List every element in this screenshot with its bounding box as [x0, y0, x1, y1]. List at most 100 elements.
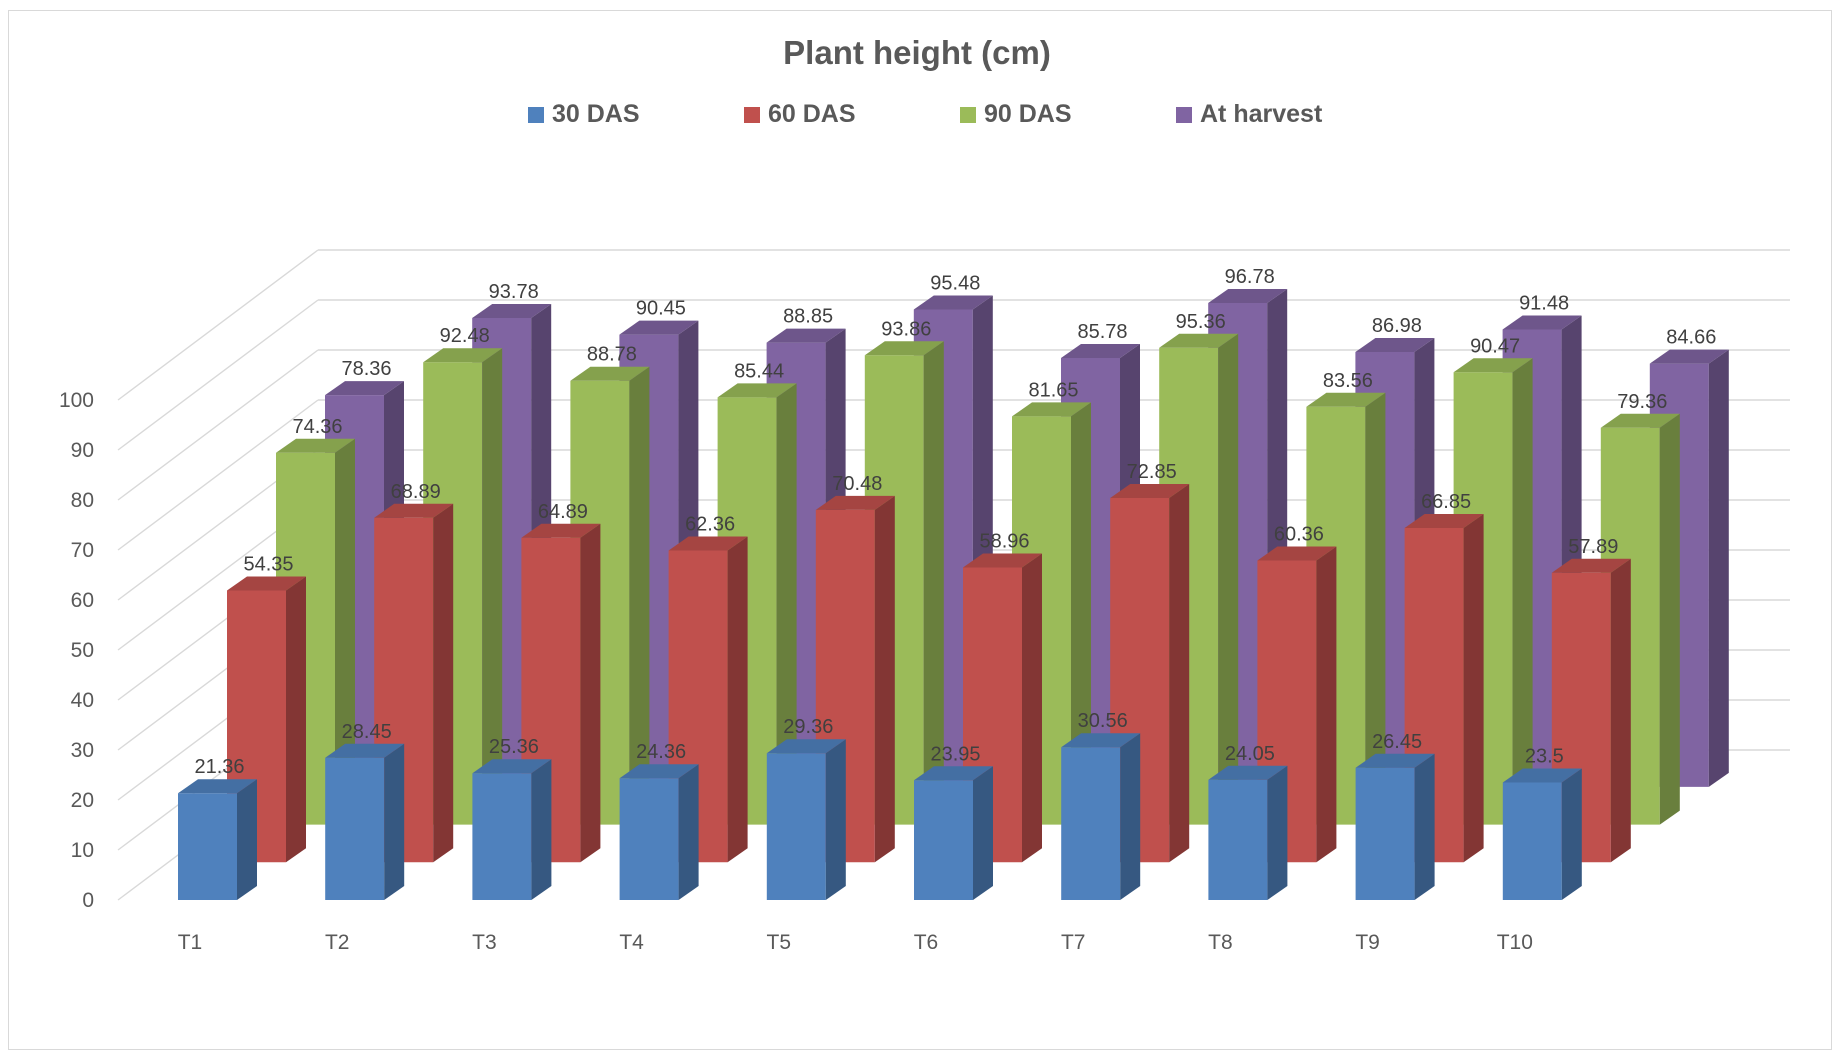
bar-top	[1649, 349, 1729, 364]
data-label: 68.89	[391, 481, 441, 503]
data-label: 30.56	[1078, 710, 1128, 732]
y-axis: 0 10 20 30 40 50 60 70 80 90 100	[59, 389, 94, 912]
data-label: 85.78	[1077, 321, 1127, 343]
bar-top	[717, 383, 797, 398]
data-label: 72.85	[1127, 461, 1177, 483]
bar-top	[1012, 402, 1091, 417]
bar-front	[619, 778, 679, 900]
y-tick-label: 80	[71, 489, 94, 512]
data-label: 79.36	[1617, 391, 1667, 413]
series-30-das	[178, 733, 1582, 900]
data-label: 78.36	[341, 358, 391, 380]
y-tick-label: 100	[59, 389, 94, 412]
bar-top	[1159, 333, 1239, 348]
bar	[1208, 765, 1288, 900]
y-tick-label: 30	[71, 739, 94, 762]
bar-top	[1208, 289, 1288, 303]
x-tick-label: T5	[767, 931, 792, 954]
bar-top	[766, 739, 846, 754]
bar	[914, 766, 993, 900]
bar-front	[1502, 782, 1562, 900]
data-labels: 78.36 93.78 90.45 88.85 95.48 85.78 96.78 86.98…	[194, 266, 1716, 778]
data-label: 21.36	[194, 756, 244, 778]
bar-top	[1502, 315, 1582, 330]
data-label: 23.95	[930, 743, 980, 765]
bar-top	[374, 503, 454, 518]
data-label: 25.36	[489, 736, 539, 758]
data-label: 95.48	[930, 273, 980, 295]
bar-top	[1208, 765, 1288, 780]
bar-side	[1022, 553, 1042, 863]
x-tick-label: T9	[1355, 931, 1380, 954]
legend-label: 90 DAS	[984, 100, 1072, 128]
data-label: 24.05	[1225, 743, 1275, 765]
y-tick-label: 50	[71, 639, 94, 662]
bar-top	[1600, 413, 1680, 428]
bar-top	[766, 328, 846, 343]
y-tick-label: 90	[71, 439, 94, 462]
bar-top	[963, 553, 1042, 568]
bar	[1355, 753, 1435, 900]
bar	[178, 779, 257, 900]
bar-side	[1120, 733, 1141, 900]
legend-swatch	[744, 106, 760, 123]
bar-top	[276, 438, 355, 453]
data-label: 60.36	[1274, 524, 1324, 546]
bar-side	[433, 503, 454, 863]
data-label: 23.5	[1525, 746, 1564, 768]
x-tick-label: T1	[178, 931, 203, 954]
legend-label: 30 DAS	[552, 100, 640, 128]
data-label: 88.85	[783, 306, 833, 328]
data-label: 86.98	[1372, 315, 1422, 337]
data-label: 57.89	[1568, 536, 1618, 558]
bar-side	[580, 523, 601, 863]
x-tick-label: T2	[325, 931, 350, 954]
data-label: 93.86	[881, 318, 931, 340]
data-label: 64.89	[538, 501, 588, 523]
data-label: 83.56	[1323, 370, 1373, 392]
legend-item: At harvest	[1176, 100, 1322, 129]
bar-front	[178, 793, 237, 900]
data-label: 85.44	[734, 360, 784, 382]
bar-top	[619, 764, 699, 779]
bar-top	[1355, 753, 1435, 768]
data-label: 81.65	[1028, 379, 1078, 401]
bar-side	[531, 759, 552, 900]
bar-top	[1453, 358, 1533, 373]
x-tick-label: T3	[472, 931, 497, 954]
bar-front	[1061, 747, 1121, 900]
bar-top	[1502, 768, 1582, 783]
bar-top	[914, 766, 993, 781]
gridline-side	[117, 299, 319, 451]
bar-top	[227, 576, 306, 591]
gridline-side	[117, 399, 319, 551]
data-label: 58.96	[979, 531, 1029, 553]
bar-side	[1218, 333, 1239, 825]
data-label: 92.48	[440, 325, 490, 347]
bar-side	[1267, 765, 1288, 900]
data-label: 96.78	[1225, 266, 1275, 288]
data-label: 95.36	[1176, 311, 1226, 333]
x-tick-label: T8	[1208, 931, 1233, 954]
bar-top	[1355, 338, 1435, 352]
chart-title: Plant height (cm)	[783, 34, 1051, 71]
x-tick-label: T4	[619, 931, 644, 954]
y-tick-label: 60	[71, 589, 94, 612]
bar-side	[874, 495, 895, 863]
bar-front	[766, 753, 826, 900]
bar-top	[864, 341, 944, 356]
bar-side	[1365, 392, 1386, 825]
bar-top	[472, 759, 552, 774]
legend-item: 60 DAS	[744, 100, 856, 129]
data-label: 84.66	[1666, 327, 1716, 349]
bar-top	[472, 304, 552, 318]
legend-label: At harvest	[1200, 100, 1323, 128]
x-tick-label: T10	[1497, 931, 1533, 954]
bar-front	[914, 780, 973, 900]
bar-top	[178, 779, 257, 794]
y-tick-label: 0	[82, 889, 94, 912]
data-label: 90.45	[636, 298, 686, 320]
data-label: 26.45	[1372, 731, 1422, 753]
legend-item: 90 DAS	[960, 100, 1072, 129]
